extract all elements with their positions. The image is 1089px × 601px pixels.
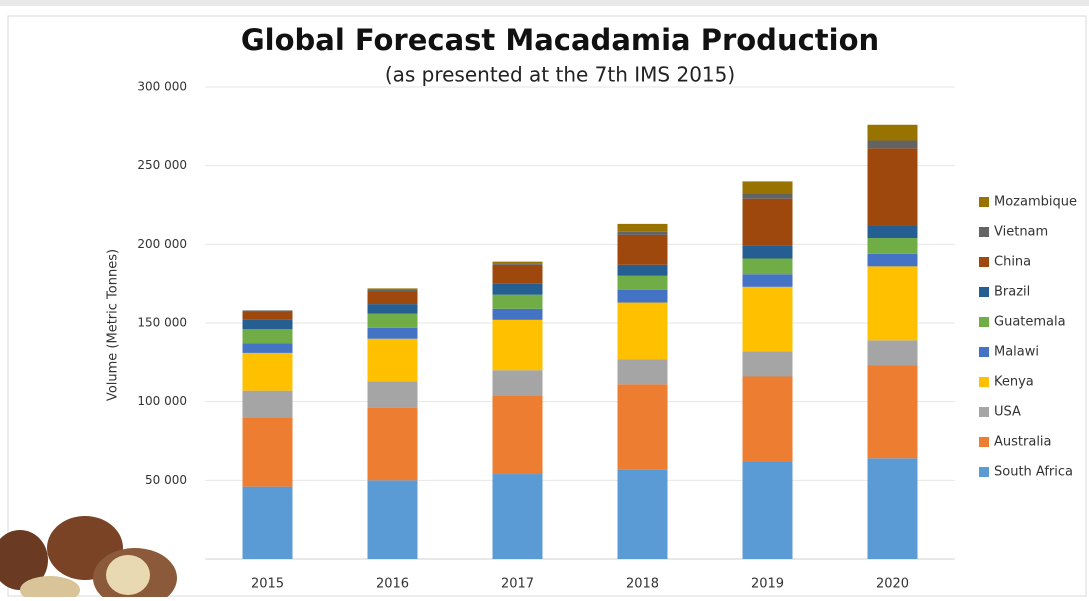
legend-label: Mozambique [994,195,1077,210]
slide-frame [8,16,1086,596]
bar-segment [618,235,668,265]
x-tick-label: 2015 [251,577,284,592]
legend-swatch [979,227,989,237]
bar-segment [743,181,793,194]
x-tick-label: 2020 [876,577,909,592]
legend-label: Malawi [994,345,1039,360]
legend-swatch [979,437,989,447]
bar-segment [493,320,543,370]
nut-decoration [0,516,177,597]
legend-label: China [994,255,1031,270]
legend-swatch [979,257,989,267]
bar-segment [243,343,293,352]
bar-segment [868,238,918,254]
legend-swatch [979,287,989,297]
bar-segment [618,265,668,276]
top-frame [0,0,1089,6]
x-tick-label: 2018 [626,577,659,592]
legend-label: Guatemala [994,315,1066,330]
bar-segment [868,458,918,559]
bar-segment [493,295,543,309]
bar-segment [743,287,793,352]
bar-segment [618,276,668,290]
legend-label: Australia [994,435,1052,450]
legend-swatch [979,197,989,207]
bar-segment [368,381,418,408]
bar-segment [243,417,293,486]
y-tick-label: 200 000 [137,237,187,251]
bar-segment [243,487,293,559]
bar-segment [368,292,418,305]
chart-title: Global Forecast Macadamia Production [241,23,879,57]
bar-segment [493,265,543,284]
bar-segment [868,266,918,340]
bar-segment [618,359,668,384]
legend-swatch [979,407,989,417]
bar-segment [368,480,418,559]
bar-segment [493,263,543,265]
bar-segment [743,274,793,287]
bar-segment [618,384,668,469]
legend-swatch [979,347,989,357]
bar-segment [618,224,668,232]
bar-segment [743,199,793,246]
bar-segment [743,461,793,559]
chart: Global Forecast Macadamia Production (as… [0,0,1089,597]
legend-swatch [979,377,989,387]
bar-segment [368,328,418,339]
y-tick-label: 100 000 [137,394,187,408]
bar-segment [493,309,543,320]
legend-label: USA [994,405,1021,420]
bar-segment [868,140,918,148]
bar-segment [368,339,418,381]
bar-segment [243,353,293,391]
x-tick-label: 2019 [751,577,784,592]
bar-segment [368,408,418,480]
y-tick-label: 50 000 [145,473,187,487]
bar-segment [868,365,918,458]
bar-segment [243,312,293,320]
bar-segment [368,314,418,328]
bar-segment [243,310,293,312]
bar-segment [243,391,293,418]
bar-segment [868,148,918,225]
legend-label: Vietnam [994,225,1048,240]
bar-segment [243,320,293,329]
bar-segment [618,290,668,303]
bar-segment [868,125,918,141]
bar-segment [618,469,668,559]
bar-segment [618,232,668,235]
x-tick-label: 2016 [376,577,409,592]
bar-segment [368,290,418,292]
bar-segment [243,329,293,343]
y-tick-label: 300 000 [137,80,187,94]
bar-segment [368,304,418,313]
x-tick-label: 2017 [501,577,534,592]
bar-segment [743,351,793,376]
bar-segment [493,370,543,395]
bar-segment [493,284,543,295]
bar-segment [868,340,918,365]
bar-segment [493,262,543,264]
bar-segment [493,395,543,474]
bar-segment [868,225,918,238]
chart-subtitle: (as presented at the 7th IMS 2015) [385,63,735,87]
bar-segment [868,254,918,267]
legend-swatch [979,467,989,477]
bar-segment [743,246,793,259]
legend-swatch [979,317,989,327]
legend-label: Kenya [994,375,1034,390]
bar-segment [743,194,793,199]
bar-segment [618,303,668,360]
bar-segment [743,258,793,274]
bar-segment [743,376,793,461]
y-tick-label: 250 000 [137,158,187,172]
bar-segment [493,474,543,559]
legend-label: South Africa [994,465,1073,480]
bar-segment [368,288,418,290]
legend-label: Brazil [994,285,1030,300]
y-tick-label: 150 000 [137,316,187,330]
y-axis-label: Volume (Metric Tonnes) [106,249,121,401]
